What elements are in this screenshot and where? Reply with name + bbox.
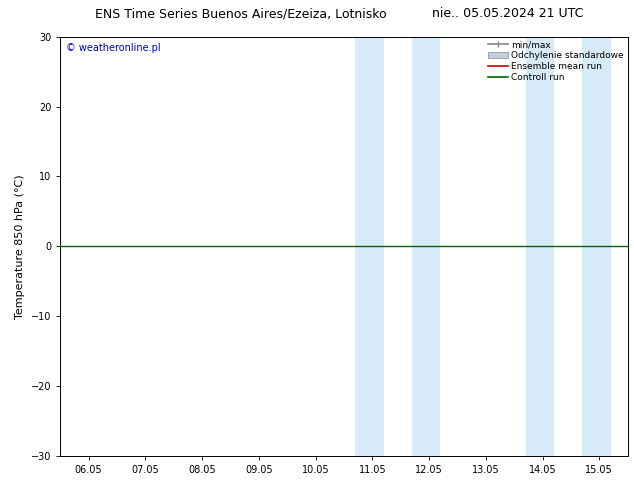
Text: ENS Time Series Buenos Aires/Ezeiza, Lotnisko: ENS Time Series Buenos Aires/Ezeiza, Lot…: [95, 7, 387, 21]
Y-axis label: Temperature 850 hPa (°C): Temperature 850 hPa (°C): [15, 174, 25, 318]
Text: nie.. 05.05.2024 21 UTC: nie.. 05.05.2024 21 UTC: [432, 7, 583, 21]
Text: © weatheronline.pl: © weatheronline.pl: [66, 43, 160, 53]
Bar: [526, 37, 554, 456]
Bar: [355, 37, 384, 456]
Bar: [582, 37, 611, 456]
Legend: min/max, Odchylenie standardowe, Ensemble mean run, Controll run: min/max, Odchylenie standardowe, Ensembl…: [487, 40, 625, 83]
Bar: [412, 37, 441, 456]
